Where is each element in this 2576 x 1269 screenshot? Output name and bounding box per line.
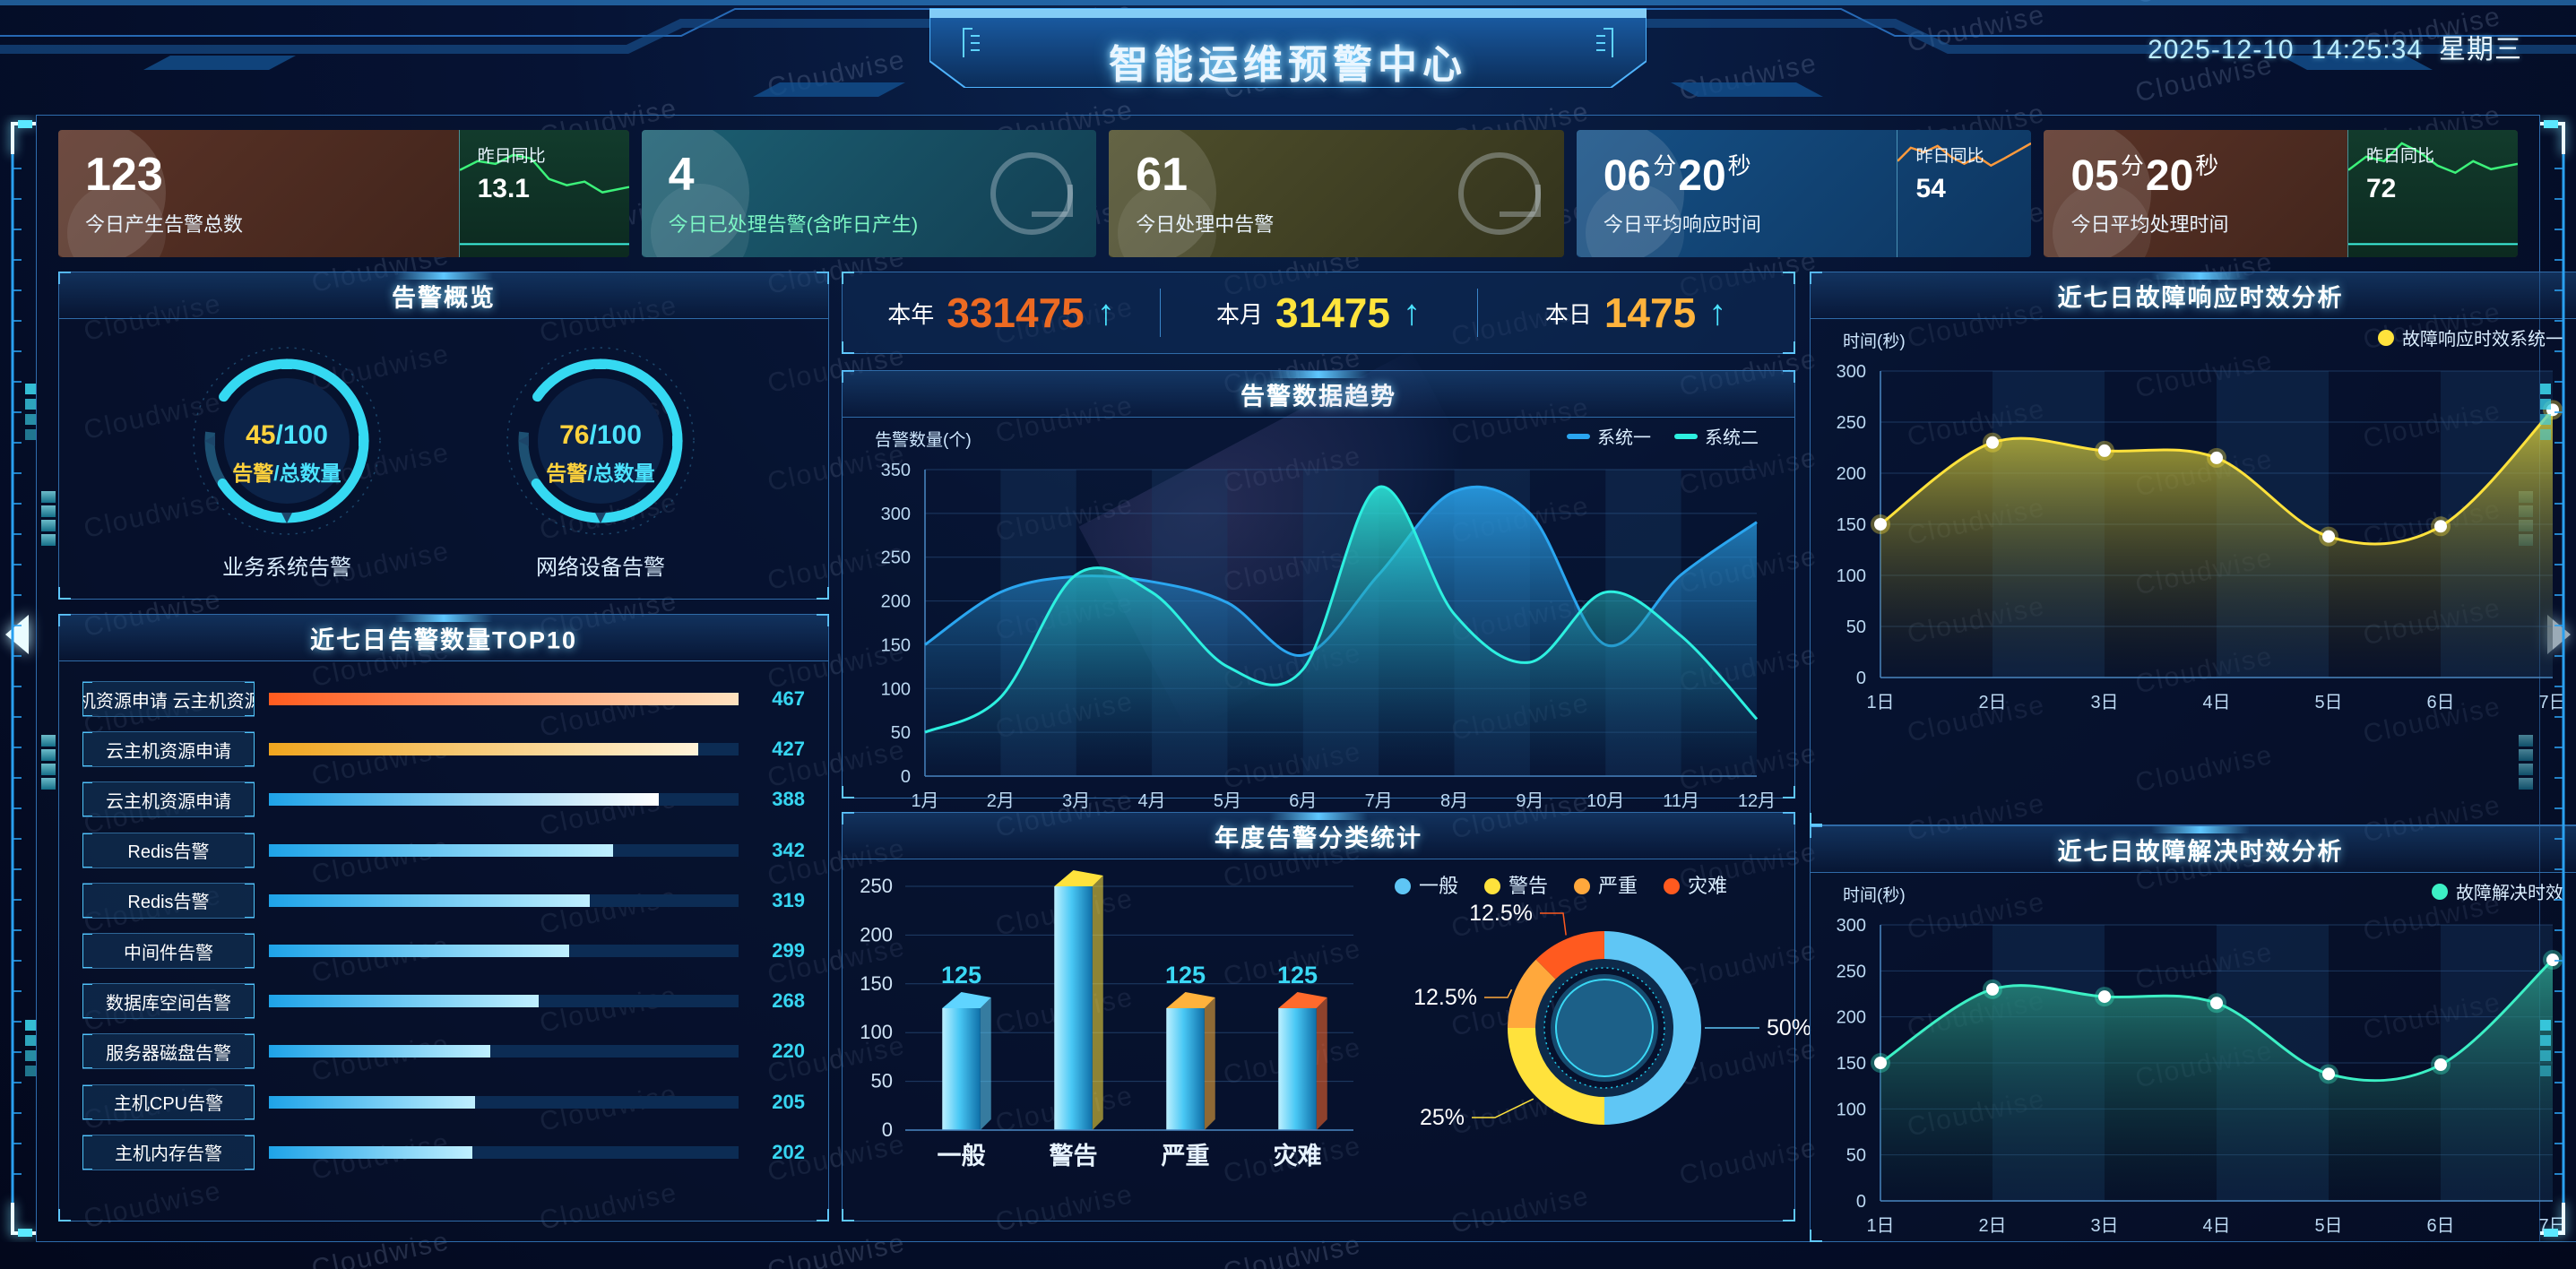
svg-text:12月: 12月 bbox=[1738, 791, 1776, 811]
svg-text:150: 150 bbox=[1837, 1054, 1866, 1074]
svg-text:250: 250 bbox=[1837, 413, 1866, 433]
svg-text:250: 250 bbox=[860, 875, 893, 897]
svg-text:350: 350 bbox=[881, 461, 911, 480]
svg-text:200: 200 bbox=[881, 592, 911, 612]
svg-text:3月: 3月 bbox=[1062, 791, 1090, 811]
svg-text:250: 250 bbox=[1837, 962, 1866, 981]
svg-text:150: 150 bbox=[1837, 515, 1866, 535]
svg-text:灾难: 灾难 bbox=[1688, 875, 1727, 897]
svg-text:1日: 1日 bbox=[1866, 693, 1894, 712]
svg-text:4月: 4月 bbox=[1138, 791, 1166, 811]
svg-text:300: 300 bbox=[1837, 362, 1866, 382]
svg-text:250: 250 bbox=[881, 548, 911, 568]
svg-text:警告: 警告 bbox=[1508, 875, 1548, 897]
svg-text:100: 100 bbox=[860, 1021, 893, 1043]
svg-text:100: 100 bbox=[1837, 566, 1866, 586]
svg-text:10月: 10月 bbox=[1586, 791, 1624, 811]
svg-text:4日: 4日 bbox=[2202, 693, 2230, 712]
svg-text:5日: 5日 bbox=[2314, 693, 2342, 712]
svg-text:200: 200 bbox=[1837, 464, 1866, 484]
svg-text:12.5%: 12.5% bbox=[1469, 901, 1533, 926]
svg-text:12.5%: 12.5% bbox=[1413, 985, 1477, 1010]
svg-text:9月: 9月 bbox=[1516, 791, 1543, 811]
svg-text:7日: 7日 bbox=[2538, 1216, 2566, 1236]
svg-text:1日: 1日 bbox=[1866, 1216, 1894, 1236]
svg-text:8月: 8月 bbox=[1440, 791, 1468, 811]
svg-text:2日: 2日 bbox=[1978, 1216, 2006, 1236]
svg-text:0: 0 bbox=[901, 767, 911, 787]
svg-text:50: 50 bbox=[1846, 1146, 1866, 1166]
svg-text:50: 50 bbox=[871, 1070, 893, 1092]
svg-text:灾难: 灾难 bbox=[1274, 1142, 1322, 1170]
svg-text:7月: 7月 bbox=[1365, 791, 1393, 811]
svg-text:150: 150 bbox=[860, 972, 893, 995]
svg-text:50: 50 bbox=[1846, 617, 1866, 637]
svg-text:0: 0 bbox=[1856, 669, 1866, 688]
svg-text:6日: 6日 bbox=[2426, 693, 2454, 712]
svg-text:1月: 1月 bbox=[911, 791, 938, 811]
svg-text:200: 200 bbox=[860, 923, 893, 945]
svg-text:5月: 5月 bbox=[1214, 791, 1241, 811]
svg-text:100: 100 bbox=[1837, 1100, 1866, 1119]
svg-text:25%: 25% bbox=[1420, 1105, 1465, 1130]
svg-text:125: 125 bbox=[941, 962, 981, 988]
svg-text:严重: 严重 bbox=[1598, 875, 1638, 897]
svg-text:50%: 50% bbox=[1767, 1015, 1811, 1040]
svg-text:5日: 5日 bbox=[2314, 1216, 2342, 1236]
svg-text:11月: 11月 bbox=[1663, 791, 1699, 811]
svg-text:6月: 6月 bbox=[1289, 791, 1317, 811]
svg-text:4日: 4日 bbox=[2202, 1216, 2230, 1236]
svg-text:严重: 严重 bbox=[1162, 1143, 1210, 1170]
svg-text:0: 0 bbox=[1856, 1192, 1866, 1212]
svg-text:7日: 7日 bbox=[2538, 693, 2566, 712]
svg-text:200: 200 bbox=[1837, 1008, 1866, 1028]
svg-text:100: 100 bbox=[881, 679, 911, 699]
svg-text:2日: 2日 bbox=[1978, 693, 2006, 712]
svg-text:一般: 一般 bbox=[938, 1142, 986, 1170]
svg-text:警告: 警告 bbox=[1050, 1143, 1098, 1170]
svg-text:125: 125 bbox=[1277, 962, 1318, 988]
svg-text:125: 125 bbox=[1165, 962, 1206, 988]
svg-text:300: 300 bbox=[881, 505, 911, 524]
svg-text:150: 150 bbox=[881, 635, 911, 655]
svg-text:300: 300 bbox=[1837, 916, 1866, 936]
svg-text:3日: 3日 bbox=[2090, 693, 2118, 712]
svg-text:50: 50 bbox=[891, 723, 911, 743]
svg-text:0: 0 bbox=[882, 1118, 893, 1141]
svg-text:3日: 3日 bbox=[2090, 1216, 2118, 1236]
svg-text:6日: 6日 bbox=[2426, 1216, 2454, 1236]
svg-text:一般: 一般 bbox=[1419, 875, 1458, 897]
svg-text:2月: 2月 bbox=[987, 791, 1015, 811]
